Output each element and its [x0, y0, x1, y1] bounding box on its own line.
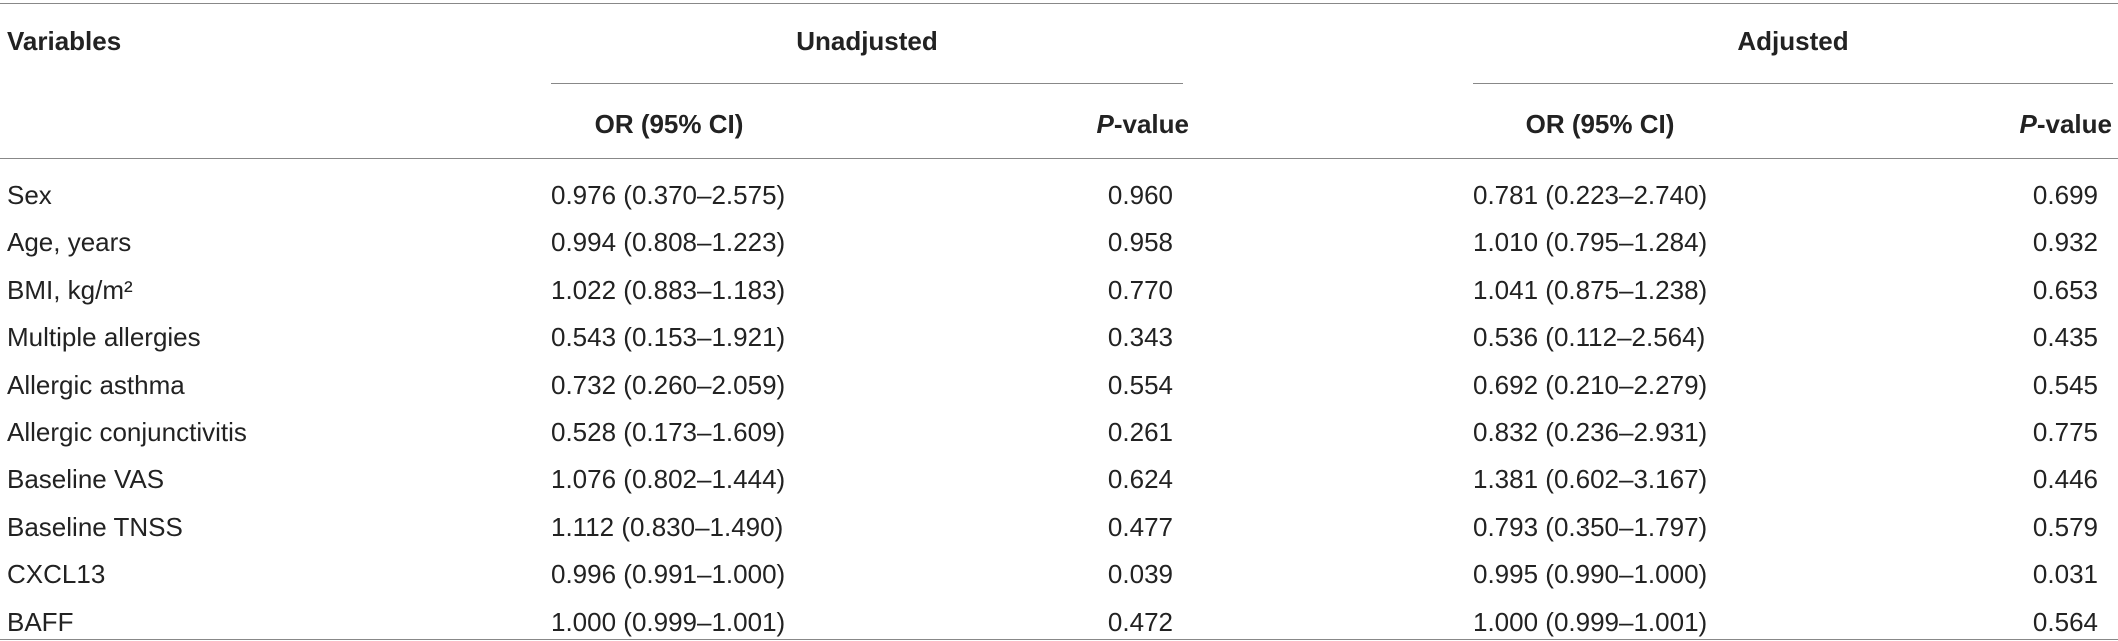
group-rule: [551, 83, 1183, 84]
table-cell: 0.781 (0.223–2.740): [1473, 180, 1708, 210]
table-cell: 0.031: [2032, 559, 2098, 590]
table-cell: 0.435: [2032, 322, 2098, 353]
table-cell: 0.932: [2032, 227, 2098, 258]
group-header: Adjusted: [1737, 26, 1849, 56]
table-cell: 0.732 (0.260–2.059): [551, 369, 786, 400]
table-cell: 0.472: [1107, 606, 1173, 637]
row-label: BMI, kg/m²: [7, 274, 133, 305]
header-rule: [0, 158, 2118, 159]
table-cell: 1.000 (0.999–1.001): [1473, 606, 1708, 637]
table-cell: 1.381 (0.602–3.167): [1473, 464, 1708, 495]
table-cell: 0.446: [2032, 464, 2098, 495]
row-label: Age, years: [7, 227, 132, 258]
column-header: Variables: [7, 26, 122, 56]
table-cell: 1.076 (0.802–1.444): [551, 464, 786, 495]
column-header: OR (95% CI): [594, 109, 744, 139]
table-cell: 1.000 (0.999–1.001): [551, 606, 786, 637]
group-header: Unadjusted: [796, 26, 938, 56]
row-label: CXCL13: [7, 559, 106, 590]
bottom-rule: [0, 639, 2118, 640]
row-label: BAFF: [7, 606, 74, 637]
table-cell: 0.624: [1107, 464, 1173, 495]
table-cell: 1.022 (0.883–1.183): [551, 274, 786, 305]
table-cell: 0.653: [2032, 274, 2098, 305]
table-cell: 1.010 (0.795–1.284): [1473, 227, 1708, 258]
table-cell: 1.112 (0.830–1.490): [551, 511, 784, 542]
table-cell: 0.543 (0.153–1.921): [551, 322, 786, 353]
table-cell: 0.976 (0.370–2.575): [551, 180, 786, 210]
table-cell: 0.958: [1107, 227, 1173, 258]
table-cell: 0.536 (0.112–2.564): [1473, 322, 1706, 353]
column-header: P-value: [1096, 109, 1190, 139]
table-cell: 0.994 (0.808–1.223): [551, 227, 786, 258]
table-cell: 0.832 (0.236–2.931): [1473, 417, 1708, 447]
column-header: P-value: [2019, 109, 2113, 139]
table-cell: 0.960: [1107, 180, 1173, 210]
top-rule: [0, 3, 2118, 4]
group-rule: [1473, 83, 2113, 84]
table-cell: 0.699: [2032, 180, 2098, 210]
table-cell: 0.477: [1107, 511, 1173, 542]
column-header: OR (95% CI): [1525, 109, 1675, 139]
row-label: Allergic asthma: [7, 369, 185, 400]
table-cell: 0.343: [1107, 322, 1173, 353]
table-cell: 0.793 (0.350–1.797): [1473, 511, 1708, 542]
row-label: Sex: [7, 180, 52, 210]
row-label: Allergic conjunctivitis: [7, 417, 247, 447]
table-cell: 0.775: [2032, 417, 2098, 447]
table-cell: 0.579: [2032, 511, 2098, 542]
row-label: Baseline TNSS: [7, 511, 183, 542]
table-cell: 0.545: [2032, 369, 2098, 400]
table-cell: 0.692 (0.210–2.279): [1473, 369, 1708, 400]
row-label: Baseline VAS: [7, 464, 165, 495]
table-cell: 0.528 (0.173–1.609): [551, 417, 786, 447]
table-cell: 1.041 (0.875–1.238): [1473, 274, 1708, 305]
table-cell: 0.995 (0.990–1.000): [1473, 559, 1708, 590]
table-cell: 0.261: [1107, 417, 1173, 447]
table-cell: 0.039: [1107, 559, 1173, 590]
table-cell: 0.564: [2032, 606, 2098, 637]
table-cell: 0.554: [1107, 369, 1173, 400]
row-label: Multiple allergies: [7, 322, 201, 353]
table-cell: 0.770: [1107, 274, 1173, 305]
table-cell: 0.996 (0.991–1.000): [551, 559, 786, 590]
